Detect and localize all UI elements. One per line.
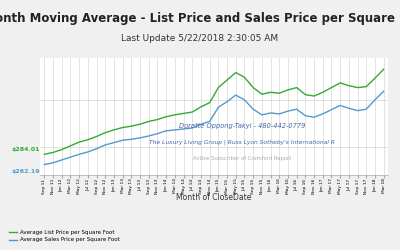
Text: Dorette Oppong-Takyi - 480-442-0779: Dorette Oppong-Takyi - 480-442-0779 [179, 122, 305, 129]
Text: $284.01: $284.01 [12, 146, 40, 152]
Text: Active Subscriber of Cromford Report: Active Subscriber of Cromford Report [193, 156, 291, 161]
Text: Month of CloseDate: Month of CloseDate [176, 192, 252, 202]
Text: 6 Month Moving Average - List Price and Sales Price per Square Foot: 6 Month Moving Average - List Price and … [0, 12, 400, 25]
Text: Last Update 5/22/2018 2:30:05 AM: Last Update 5/22/2018 2:30:05 AM [122, 34, 278, 43]
Text: The Luxury Living Group | Russ Lyon Sotheby's International R: The Luxury Living Group | Russ Lyon Soth… [149, 139, 335, 145]
Legend: Average List Price per Square Foot, Average Sales Price per Square Foot: Average List Price per Square Foot, Aver… [7, 228, 122, 245]
Text: $262.19: $262.19 [12, 169, 40, 174]
